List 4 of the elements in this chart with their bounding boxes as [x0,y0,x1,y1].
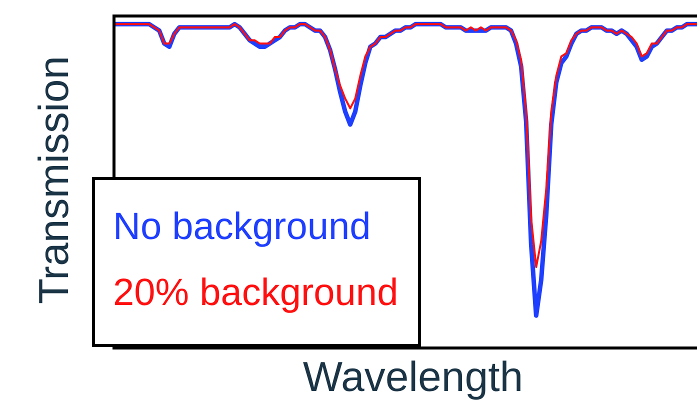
text: 20% background [113,271,398,316]
y-axis-title: Transmission [29,56,78,304]
x-axis-title: Wavelength [302,352,524,402]
text: No background [113,205,372,250]
